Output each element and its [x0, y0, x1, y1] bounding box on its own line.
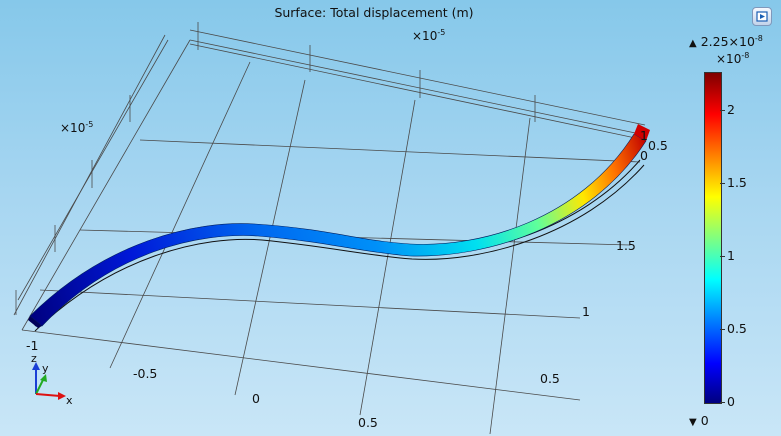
z-tick-0: 1 — [640, 128, 648, 143]
x-tick-2: 0 — [252, 391, 260, 406]
colorbar-mark — [720, 110, 725, 111]
y-tick-1: 1 — [582, 304, 590, 319]
z-tick-1: 0.5 — [648, 138, 668, 153]
colorbar-mark — [720, 256, 725, 257]
colorbar-exp-power: -8 — [741, 51, 750, 60]
colorbar-mark — [720, 329, 725, 330]
colorbar-exponent: ×10-8 — [716, 51, 749, 66]
z-tick-2: 0 — [640, 148, 648, 163]
colorbar-mark — [720, 183, 725, 184]
grid-lines — [13, 22, 646, 435]
colorbar-min-value: 0 — [700, 413, 709, 428]
x-tick-1: -0.5 — [133, 366, 158, 381]
triad-z-label: z — [31, 352, 37, 365]
axis-triad: z y x — [28, 352, 88, 407]
export-image-icon — [756, 11, 768, 22]
beam-end-cap — [28, 316, 42, 328]
x-tick-3: 0.5 — [358, 415, 378, 430]
y-scale-label: ×10-5 — [60, 120, 93, 135]
colorbar-tick-1.5: 1.5 — [727, 175, 747, 190]
colorbar-tick-1: 1 — [727, 248, 735, 263]
y-tick-0: 0.5 — [540, 371, 560, 386]
y-tick-2: 1.5 — [616, 238, 636, 253]
triad-x-label: x — [66, 394, 73, 407]
colorbar-tick-2: 2 — [727, 102, 735, 117]
y-scale-prefix: ×10 — [60, 121, 86, 135]
colorbar — [704, 72, 722, 404]
plot-title: Surface: Total displacement (m) — [274, 5, 474, 20]
colorbar-max-value: 2.25×10 — [700, 34, 755, 49]
x-tick-0: -1 — [26, 338, 39, 353]
colorbar-min-label: ▼ 0 — [689, 413, 709, 428]
colorbar-exp-prefix: ×10 — [716, 52, 742, 66]
colorbar-max-label: ▲ 2.25×10-8 — [689, 34, 763, 49]
beam-tip-cap — [634, 124, 650, 141]
x-scale-label: ×10-5 — [412, 28, 445, 43]
colorbar-mark — [720, 402, 725, 403]
colorbar-tick-0: 0 — [727, 394, 735, 409]
colorbar-tick-0.5: 0.5 — [727, 321, 747, 336]
x-scale-prefix: ×10 — [412, 29, 438, 43]
export-image-button[interactable] — [752, 7, 772, 26]
triad-y-label: y — [42, 362, 49, 375]
y-scale-exp: -5 — [85, 120, 94, 129]
triangle-up-icon: ▲ — [689, 38, 697, 49]
axis-triad-arrows — [32, 362, 66, 400]
x-scale-exp: -5 — [437, 28, 446, 37]
triangle-down-icon: ▼ — [689, 417, 697, 428]
colorbar-max-exp: -8 — [754, 34, 763, 43]
